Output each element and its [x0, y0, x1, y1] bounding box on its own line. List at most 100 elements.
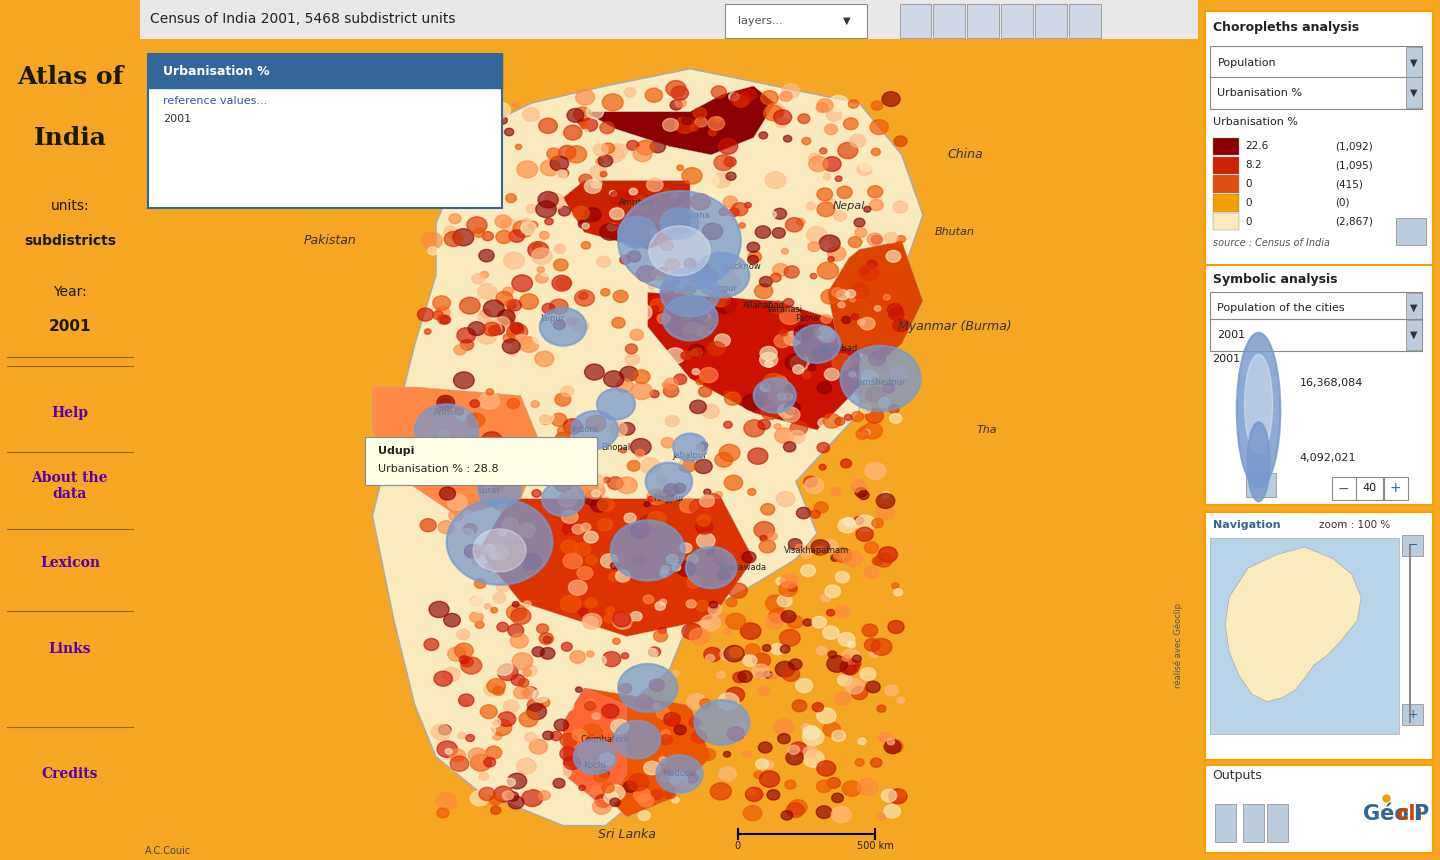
Circle shape: [451, 756, 469, 771]
Circle shape: [694, 459, 713, 474]
Circle shape: [696, 520, 713, 534]
Circle shape: [693, 108, 707, 119]
Circle shape: [785, 393, 793, 400]
Circle shape: [845, 679, 864, 694]
Circle shape: [612, 612, 632, 630]
Circle shape: [819, 464, 827, 470]
Circle shape: [609, 190, 628, 205]
Circle shape: [577, 608, 588, 616]
Circle shape: [664, 483, 678, 496]
Circle shape: [660, 734, 672, 745]
Text: Sri Lanka: Sri Lanka: [598, 827, 655, 841]
Circle shape: [602, 783, 615, 793]
Text: Bhutan: Bhutan: [935, 227, 975, 237]
Circle shape: [498, 310, 516, 324]
Circle shape: [556, 277, 570, 289]
Circle shape: [425, 172, 433, 179]
Circle shape: [593, 771, 608, 782]
Circle shape: [816, 780, 832, 793]
Circle shape: [675, 444, 690, 455]
Circle shape: [808, 242, 819, 251]
Circle shape: [464, 254, 484, 270]
FancyBboxPatch shape: [1068, 4, 1100, 38]
Circle shape: [649, 679, 664, 691]
Circle shape: [520, 294, 539, 310]
Circle shape: [498, 664, 518, 680]
Circle shape: [769, 673, 776, 679]
Circle shape: [436, 396, 455, 409]
Circle shape: [657, 313, 670, 324]
Circle shape: [438, 316, 449, 324]
Circle shape: [429, 452, 441, 462]
Text: Visakhapatnam: Visakhapatnam: [785, 546, 850, 555]
Circle shape: [644, 501, 651, 507]
Circle shape: [729, 92, 739, 101]
Text: ▼: ▼: [842, 15, 851, 26]
Circle shape: [780, 91, 792, 101]
Circle shape: [563, 126, 582, 140]
Circle shape: [648, 496, 654, 501]
Circle shape: [528, 221, 539, 229]
Circle shape: [590, 165, 606, 178]
Circle shape: [645, 463, 693, 501]
Circle shape: [598, 155, 613, 167]
Text: Lexicon: Lexicon: [40, 556, 99, 570]
Circle shape: [694, 262, 708, 273]
Circle shape: [852, 132, 860, 138]
Circle shape: [828, 95, 848, 112]
Circle shape: [890, 367, 907, 381]
Circle shape: [461, 657, 482, 674]
Circle shape: [664, 384, 678, 397]
Circle shape: [720, 648, 736, 660]
Circle shape: [563, 443, 570, 449]
Circle shape: [760, 404, 779, 420]
FancyBboxPatch shape: [968, 4, 999, 38]
Circle shape: [852, 356, 861, 362]
Circle shape: [844, 665, 857, 674]
Circle shape: [445, 748, 452, 754]
Circle shape: [469, 611, 484, 623]
Circle shape: [644, 761, 661, 775]
Circle shape: [511, 635, 531, 652]
Circle shape: [628, 251, 641, 262]
Circle shape: [815, 546, 825, 556]
Circle shape: [495, 215, 511, 228]
Circle shape: [762, 364, 776, 375]
Circle shape: [449, 749, 465, 762]
Circle shape: [696, 262, 704, 269]
Circle shape: [582, 613, 602, 630]
Circle shape: [828, 256, 834, 261]
Circle shape: [864, 567, 880, 579]
Circle shape: [680, 499, 697, 513]
Circle shape: [848, 100, 858, 108]
Text: 500 km: 500 km: [857, 841, 894, 851]
Circle shape: [708, 117, 724, 130]
Circle shape: [661, 241, 672, 250]
Circle shape: [540, 160, 560, 175]
Circle shape: [472, 273, 485, 284]
Circle shape: [554, 393, 570, 406]
Circle shape: [740, 623, 760, 640]
Circle shape: [478, 151, 487, 158]
Circle shape: [560, 746, 576, 760]
Text: ▼: ▼: [1410, 88, 1418, 98]
Circle shape: [687, 694, 707, 710]
Circle shape: [472, 153, 482, 163]
Circle shape: [556, 765, 572, 778]
Circle shape: [867, 261, 877, 268]
FancyBboxPatch shape: [1205, 512, 1433, 760]
FancyBboxPatch shape: [1246, 473, 1276, 497]
Circle shape: [439, 316, 451, 324]
Circle shape: [681, 351, 691, 359]
Circle shape: [816, 188, 832, 200]
Circle shape: [611, 719, 629, 734]
Circle shape: [691, 731, 707, 743]
Circle shape: [554, 244, 566, 254]
Circle shape: [850, 134, 865, 147]
Circle shape: [780, 574, 798, 588]
Circle shape: [708, 341, 724, 355]
Circle shape: [521, 554, 541, 569]
Circle shape: [510, 634, 528, 648]
Circle shape: [513, 220, 534, 237]
Circle shape: [667, 555, 678, 564]
